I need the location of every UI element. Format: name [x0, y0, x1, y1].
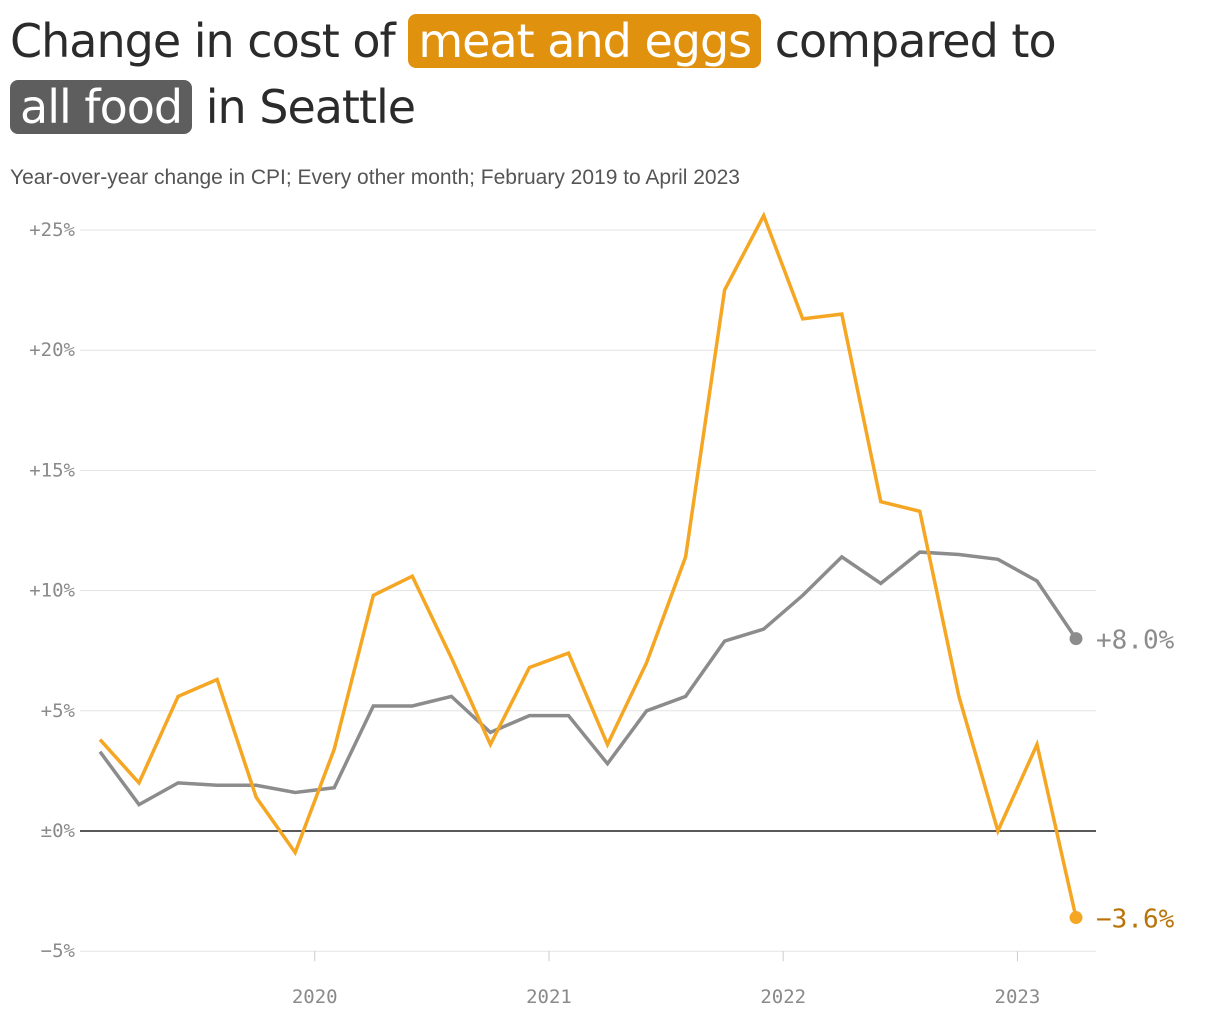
- y-tick-label: ±0%: [41, 820, 76, 842]
- x-tick-label: 2022: [760, 986, 806, 1008]
- meat-end-point: [1069, 911, 1083, 925]
- y-tick-label: +5%: [41, 700, 76, 722]
- meat-end-label: −3.6%: [1096, 905, 1175, 935]
- food-end-point: [1069, 632, 1083, 646]
- title-highlight-meat: meat and eggs: [408, 14, 762, 68]
- y-tick-label: +15%: [29, 459, 75, 481]
- y-tick-label: +10%: [29, 580, 75, 602]
- title-middle: compared to: [774, 14, 1057, 68]
- food-end-label: +8.0%: [1096, 626, 1175, 656]
- x-tick-label: 2021: [526, 986, 572, 1008]
- x-tick-label: 2020: [292, 986, 338, 1008]
- title-highlight-food: all food: [10, 80, 193, 134]
- y-tick-label: −5%: [41, 940, 76, 962]
- meat-series-line: [98, 211, 1078, 918]
- x-tick-label: 2023: [995, 986, 1041, 1008]
- chart-subtitle: Year-over-year change in CPI; Every othe…: [10, 166, 740, 189]
- title-suffix: in Seattle: [205, 80, 416, 134]
- y-tick-label: +20%: [29, 339, 75, 361]
- y-tick-label: +25%: [29, 219, 75, 241]
- title-prefix: Change in cost of: [10, 14, 396, 68]
- food-series-line: [98, 550, 1078, 807]
- chart-title: Change in cost of meat and eggs compared…: [10, 8, 1200, 140]
